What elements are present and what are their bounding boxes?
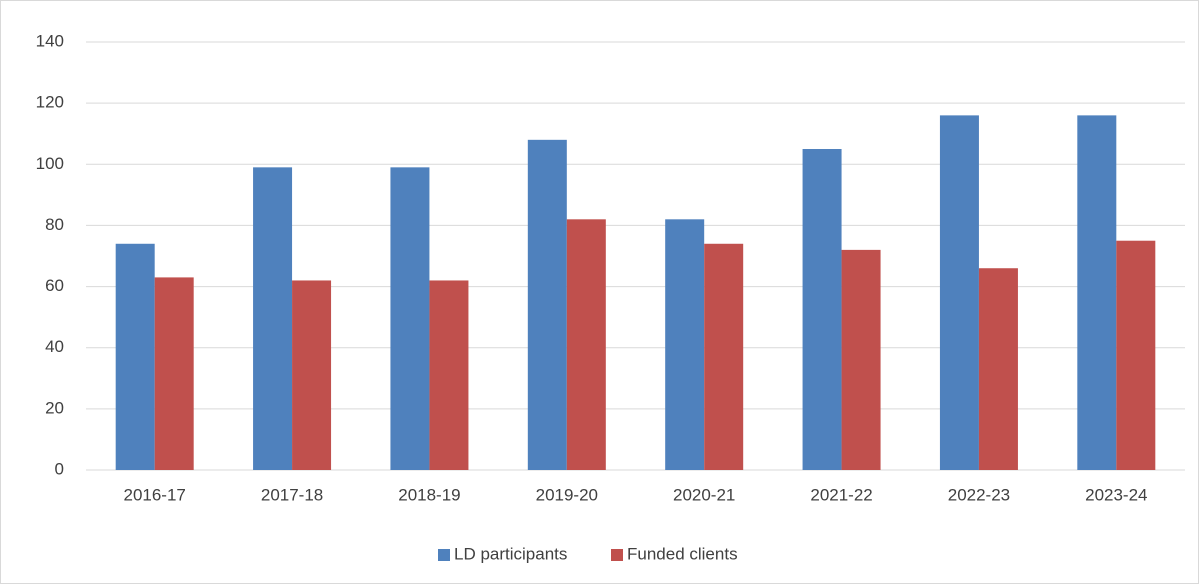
x-tick-label: 2019-20: [536, 485, 598, 504]
bar: [154, 277, 194, 470]
x-tick-label: 2021-22: [810, 485, 872, 504]
y-tick-label: 80: [45, 215, 64, 234]
bar: [390, 167, 430, 471]
bar: [939, 115, 979, 470]
bar: [527, 139, 567, 471]
bar: [704, 243, 744, 470]
bar: [429, 280, 469, 470]
x-tick-label: 2022-23: [948, 485, 1010, 504]
legend-swatch: [438, 549, 450, 561]
y-tick-label: 20: [45, 398, 64, 417]
legend-swatch: [611, 549, 623, 561]
bar: [1116, 240, 1156, 470]
y-tick-label: 60: [45, 276, 64, 295]
bar: [253, 167, 293, 471]
bar: [1077, 115, 1117, 470]
x-tick-label: 2017-18: [261, 485, 323, 504]
legend-label: Funded clients: [627, 544, 738, 563]
bar: [841, 249, 881, 470]
bar: [115, 243, 155, 470]
bar: [566, 219, 606, 470]
y-tick-label: 140: [36, 31, 64, 50]
y-tick-label: 40: [45, 337, 64, 356]
bar: [802, 149, 842, 470]
x-tick-label: 2023-24: [1085, 485, 1147, 504]
y-tick-label: 120: [36, 93, 64, 112]
y-tick-label: 0: [55, 459, 64, 478]
bar: [665, 219, 705, 470]
x-tick-label: 2018-19: [398, 485, 460, 504]
bar: [978, 268, 1018, 470]
legend-label: LD participants: [454, 544, 567, 563]
bar: [292, 280, 332, 470]
x-tick-label: 2016-17: [123, 485, 185, 504]
y-tick-label: 100: [36, 154, 64, 173]
x-tick-label: 2020-21: [673, 485, 735, 504]
